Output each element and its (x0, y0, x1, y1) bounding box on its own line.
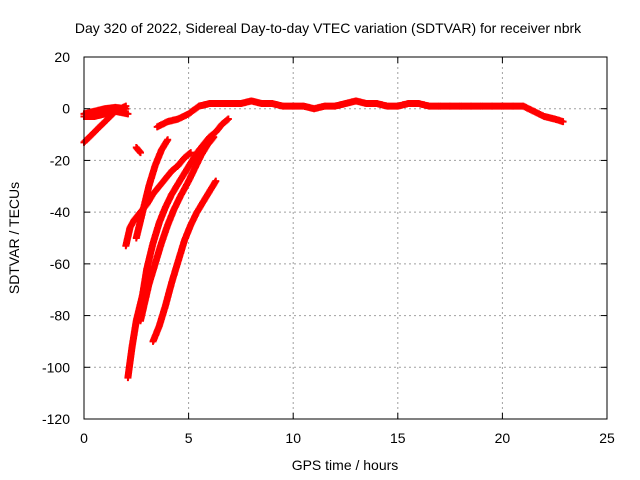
x-tick-label: 10 (285, 430, 301, 446)
y-tick-label: -120 (42, 411, 70, 427)
x-tick-label: 15 (390, 430, 406, 446)
series-pass-i (132, 144, 144, 157)
x-tick-label: 0 (80, 430, 88, 446)
series-pass-h (132, 136, 172, 242)
series-trace (133, 144, 144, 156)
series-trace (124, 116, 231, 380)
series-trace (82, 108, 130, 120)
series-pass-g (149, 177, 220, 345)
axis-ticks: 0 5 10 15 20 25 20 0 -20 -40 -60 -80 -100 -120 (42, 49, 615, 446)
y-tick-label: -60 (50, 256, 70, 272)
series-pass-c (80, 107, 132, 120)
series-pass-e (122, 149, 195, 250)
series-pass-d (124, 115, 232, 382)
series-pass-j (153, 97, 567, 131)
chart-title: Day 320 of 2022, Sidereal Day-to-day VTE… (75, 20, 582, 36)
y-tick-label: -80 (50, 308, 70, 324)
y-tick-label: 0 (62, 101, 70, 117)
x-tick-label: 25 (599, 430, 615, 446)
series-trace (133, 137, 171, 241)
x-axis-label: GPS time / hours (292, 457, 399, 473)
series-pass-f (136, 133, 218, 325)
plot-frame (83, 56, 608, 420)
series-trace (137, 134, 217, 323)
x-tick-label: 20 (495, 430, 511, 446)
y-axis-label: SDTVAR / TECUs (6, 182, 22, 294)
series-trace (155, 97, 566, 130)
y-tick-label: 20 (54, 49, 70, 65)
x-tick-label: 5 (185, 430, 193, 446)
y-tick-label: -100 (42, 359, 70, 375)
y-tick-label: -20 (50, 152, 70, 168)
y-tick-label: -40 (50, 204, 70, 220)
series-trace (150, 178, 219, 344)
